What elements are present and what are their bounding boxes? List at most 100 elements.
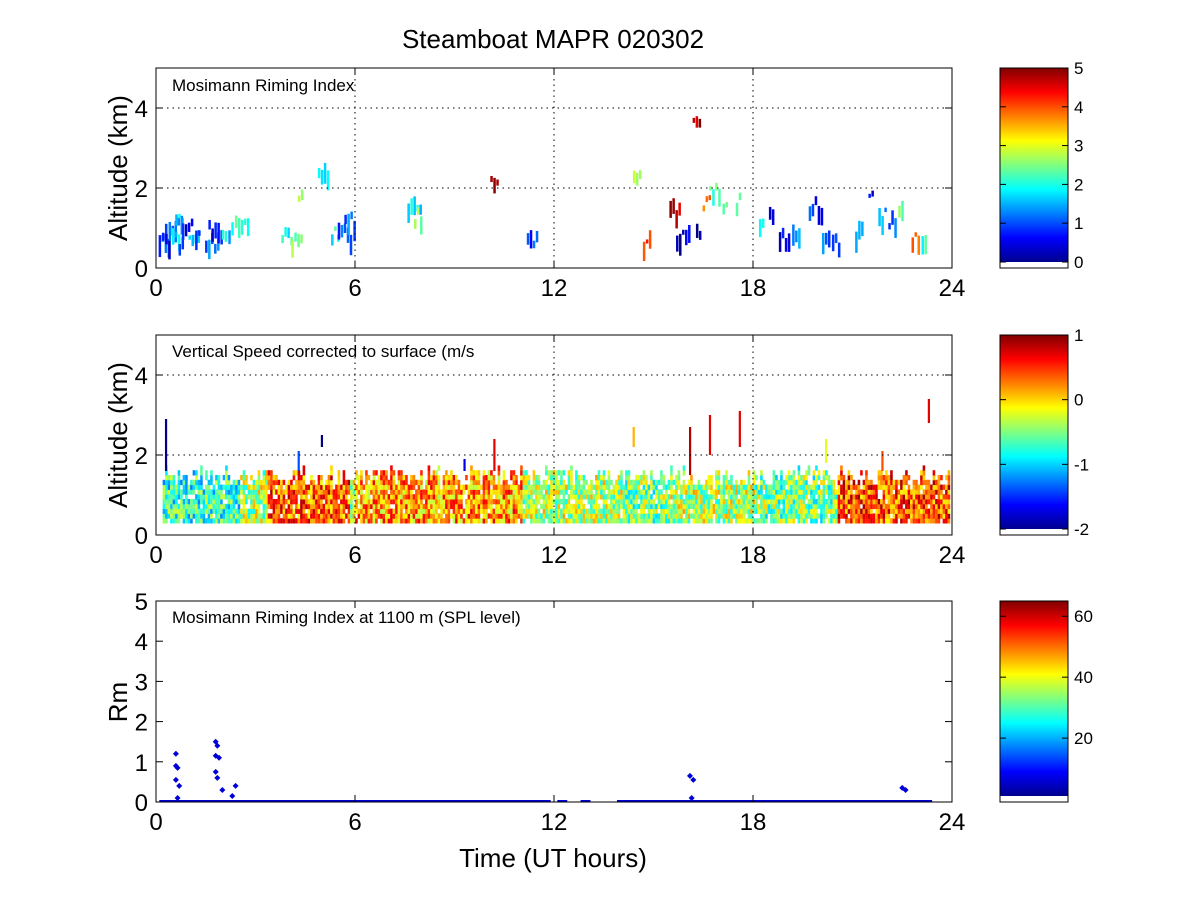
vs-cell-76 (352, 494, 356, 500)
vs-cell-2 (167, 503, 171, 510)
vs-cell-201 (665, 484, 668, 490)
vs-cell-101 (415, 479, 418, 486)
vs-cell-79 (360, 484, 363, 490)
vs-cell-74 (347, 513, 351, 519)
vs-cell-0 (162, 494, 166, 500)
vs-cell-227 (730, 513, 733, 519)
x-tick-label-0: 0 (149, 542, 162, 569)
vs-cell-132 (492, 489, 496, 495)
vs-cell-151 (540, 484, 543, 490)
vs-cell-155 (550, 489, 553, 495)
vs-cell-249 (785, 494, 788, 500)
vs-cell-118 (457, 518, 461, 524)
vs-cell-19 (210, 513, 213, 519)
vs-cell-254 (797, 470, 801, 476)
vs-cell-98 (407, 518, 411, 524)
vs-cell-310 (937, 513, 941, 519)
vs-cell-295 (900, 503, 903, 510)
vs-cell-279 (860, 513, 863, 519)
vs-cell-52 (292, 508, 296, 514)
vs-cell-313 (945, 508, 948, 514)
vs-cell-248 (782, 518, 786, 524)
vs-cell-1 (165, 499, 168, 505)
vs-cell-209 (685, 503, 688, 510)
vs-cell-243 (770, 499, 773, 505)
vs-cell-309 (935, 503, 938, 510)
vs-cell-30 (237, 499, 241, 505)
vs-cell-207 (680, 494, 683, 500)
vs-cell-103 (420, 513, 423, 519)
vs-cell-314 (947, 479, 951, 486)
vs-cell-108 (432, 513, 436, 519)
vs-cell-19 (210, 475, 213, 481)
vs-cell-208 (682, 484, 686, 490)
vs-cell-124 (472, 518, 476, 524)
vs-cell-157 (555, 508, 558, 514)
vs-cell-259 (810, 494, 813, 500)
vs-cell-98 (407, 499, 411, 505)
vs-cell-58 (307, 499, 311, 505)
vs-cell-213 (695, 518, 698, 524)
vs-cell-289 (885, 494, 888, 500)
vs-cell-264 (822, 494, 826, 500)
vs-cell-97 (405, 508, 408, 514)
vs-cell-281 (865, 489, 868, 495)
vs-cell-260 (812, 518, 816, 524)
vs-cell-242 (767, 499, 771, 505)
vs-cell-137 (505, 499, 508, 505)
vs-cell-185 (625, 508, 628, 514)
vs-cell-15 (200, 499, 203, 505)
vs-cell-196 (652, 479, 656, 486)
vs-cell-106 (427, 508, 431, 514)
vs-cell-285 (875, 494, 878, 500)
vs-cell-132 (492, 513, 496, 519)
vs-cell-121 (465, 503, 468, 510)
vs-cell-166 (577, 494, 581, 500)
vs-cell-33 (245, 479, 248, 486)
vs-cell-9 (185, 494, 188, 500)
vs-cell-225 (725, 518, 728, 524)
vs-cell-209 (685, 508, 688, 514)
vs-cell-136 (502, 475, 506, 481)
vs-cell-303 (920, 503, 923, 510)
vs-cell-262 (817, 475, 821, 481)
vs-cell-44 (272, 489, 276, 495)
vs-cell-83 (370, 489, 373, 495)
vs-cell-116 (452, 499, 456, 505)
vs-cell-244 (772, 479, 776, 486)
vs-cell-222 (717, 503, 721, 510)
vs-cell-119 (460, 494, 463, 500)
vs-cell-278 (857, 489, 861, 495)
vs-cell-156 (552, 484, 556, 490)
vs-cell-163 (570, 484, 573, 490)
vs-cell-163 (570, 503, 573, 510)
riming-cell-33-1 (712, 189, 715, 206)
vs-cell-105 (425, 489, 428, 495)
vs-cell-199 (660, 513, 663, 519)
vs-cell-171 (590, 513, 593, 519)
vs-cell-92 (392, 479, 396, 486)
vs-cell-77 (355, 494, 358, 500)
vs-cell-268 (832, 499, 836, 505)
vs-cell-217 (705, 499, 708, 505)
riming-cell-8-0 (188, 235, 191, 240)
vs-cell-159 (560, 484, 563, 490)
vs-cell-313 (945, 499, 948, 505)
vs-cell-202 (667, 479, 671, 486)
vs-cell-272 (842, 475, 846, 481)
vs-cell-256 (802, 518, 806, 524)
vs-cell-72 (342, 513, 346, 519)
vs-cell-209 (685, 484, 688, 490)
vs-cell-23 (220, 513, 223, 519)
vs-cell-312 (942, 503, 946, 510)
vs-cell-298 (907, 494, 911, 500)
vs-cell-187 (630, 513, 633, 519)
vs-cell-23 (220, 494, 223, 500)
vs-cell-295 (900, 489, 903, 495)
vs-cell-33 (245, 499, 248, 505)
vs-cell-136 (502, 484, 506, 490)
vs-cell-8 (182, 518, 186, 524)
vs-cell-155 (550, 513, 553, 519)
vs-cell-20 (212, 484, 216, 490)
riming-cell-2-0 (165, 233, 168, 245)
